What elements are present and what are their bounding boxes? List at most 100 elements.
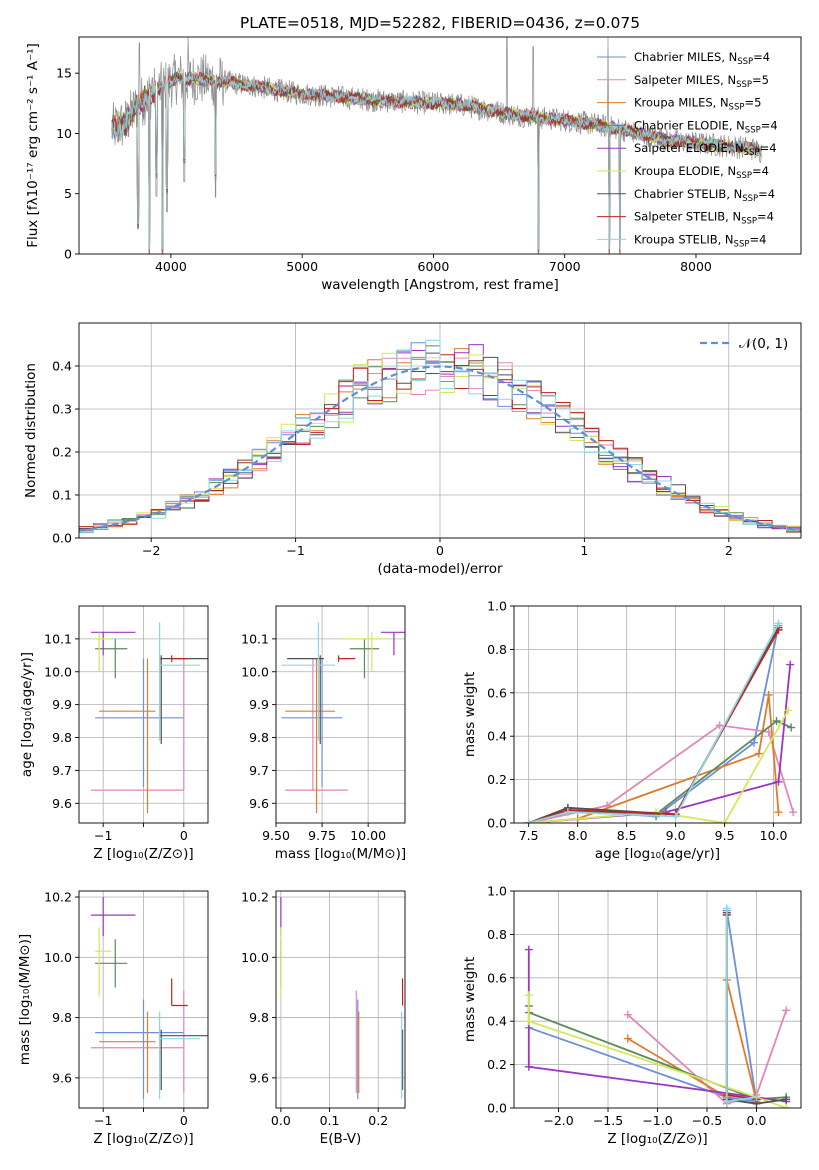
y-tick-label: 9.6	[52, 1070, 72, 1085]
axes-frame	[78, 605, 209, 824]
legend-suffix: =4	[761, 118, 778, 132]
x-tick-label: 7.5	[519, 828, 539, 843]
x-tick-label: 9.5	[715, 828, 735, 843]
x-tick-label: 0	[180, 1113, 188, 1128]
x-tick-label: −1.5	[593, 1113, 623, 1128]
weight-point-marker	[774, 619, 783, 628]
weight-point-marker	[524, 991, 533, 1000]
weight-point-marker	[623, 1034, 632, 1043]
panel-spectrum: 4000 5000 6000 7000 8000 0 5 10 15 wavelength [An…	[25, 36, 802, 293]
population-marker	[99, 1011, 156, 1093]
weight-series-line	[528, 910, 758, 1103]
weight-point-marker	[774, 808, 783, 817]
y-tick-label: 15	[56, 66, 72, 81]
model-spectrum	[111, 71, 762, 251]
weight-point-marker	[752, 1093, 761, 1102]
legend-label: Chabrier MILES, N	[634, 50, 737, 64]
legend-label: Chabrier STELIB, N	[634, 187, 742, 201]
y-axis-label: Flux [fλ10⁻¹⁷ erg cm⁻² s⁻¹ A⁻¹]	[25, 43, 41, 248]
x-axis-label: wavelength [Angstrom, rest frame]	[321, 277, 559, 293]
legend-entry: Salpeter MILES, NSSP=5	[634, 73, 769, 90]
population-marker	[281, 622, 335, 741]
population-marker	[91, 631, 136, 656]
legend-entry: Kroupa ELODIE, NSSP=4	[634, 164, 769, 181]
weight-point-marker	[623, 1010, 632, 1019]
y-tick-label: 0.2	[487, 1057, 507, 1072]
plot-area-mass-vs-EBV	[276, 891, 405, 1108]
figure-title: PLATE=0518, MJD=52282, FIBERID=0436, z=0…	[240, 14, 640, 32]
legend-entry: Chabrier MILES, NSSP=4	[634, 50, 770, 67]
weight-point-marker	[722, 904, 731, 913]
weight-point-marker	[786, 660, 795, 669]
population-marker	[285, 658, 335, 814]
plot-area-spectrum	[111, 37, 762, 254]
legend-label: Chabrier ELODIE, N	[634, 118, 745, 132]
weight-point-marker	[784, 706, 793, 715]
population-marker	[99, 658, 156, 814]
y-tick-label: 9.6	[52, 796, 72, 811]
weight-point-marker	[749, 738, 758, 747]
axes-frame	[78, 322, 802, 539]
weight-point-marker	[671, 812, 680, 821]
weight-point-marker	[720, 819, 729, 823]
x-tick-label: −2.0	[543, 1113, 573, 1128]
x-tick-label: 0.1	[320, 1113, 340, 1128]
population-marker	[171, 655, 188, 662]
x-tick-label: 9.0	[666, 828, 686, 843]
y-tick-label: 9.6	[249, 1070, 269, 1085]
population-marker	[91, 897, 136, 937]
legend-label: Salpeter ELODIE, N	[634, 141, 744, 155]
x-axis-label: (data-model)/error	[377, 561, 503, 577]
population-marker	[91, 990, 185, 1093]
y-axis-label: age [log₁₀(age/yr)]	[19, 652, 35, 777]
population-marker	[344, 632, 387, 672]
legend-label: Kroupa MILES, N	[634, 96, 729, 110]
x-tick-label: 0.0	[271, 1113, 291, 1128]
population-marker	[159, 1011, 200, 1099]
plot-area-age-vs-mass	[276, 606, 405, 823]
population-marker	[171, 978, 188, 1007]
y-tick-label: 10.0	[44, 664, 72, 679]
legend-label: Kroupa ELODIE, N	[634, 164, 736, 178]
legend-sub: SSP	[734, 239, 750, 249]
population-marker	[159, 622, 200, 741]
y-tick-label: 0.4	[52, 359, 72, 374]
axes-frame	[78, 36, 802, 255]
legend-entry: Kroupa MILES, NSSP=5	[634, 96, 761, 113]
model-spectrum	[111, 70, 762, 250]
y-tick-label: 0.8	[487, 927, 507, 942]
axes-frame	[275, 890, 406, 1109]
x-tick-label: −2	[142, 543, 160, 558]
legend-entry: Salpeter ELODIE, NSSP=4	[634, 141, 777, 158]
weight-series-line	[528, 622, 780, 823]
x-tick-label: 10.0	[760, 828, 788, 843]
weight-series-line	[528, 629, 780, 823]
y-tick-label: 0.4	[487, 729, 507, 744]
axes-frame	[513, 890, 802, 1109]
legend-suffix: =5	[752, 73, 769, 87]
y-tick-label: 9.9	[249, 697, 269, 712]
y-tick-label: 9.8	[249, 1010, 269, 1025]
population-marker	[338, 655, 356, 662]
legend-entry: Chabrier STELIB, NSSP=4	[634, 187, 775, 204]
y-tick-label: 0.1	[52, 488, 72, 503]
population-marker	[381, 631, 405, 656]
y-axis-label: mass [log₁₀(M/M⊙)]	[17, 934, 33, 1065]
legend-label: Salpeter MILES, N	[634, 73, 736, 87]
legend-suffix: =4	[752, 164, 769, 178]
population-marker	[95, 927, 112, 997]
y-tick-label: 10.1	[44, 631, 72, 646]
y-tick-label: 5	[64, 186, 72, 201]
y-tick-label: 9.9	[52, 697, 72, 712]
weight-point-marker	[722, 1097, 731, 1106]
gaussian-curve	[79, 365, 801, 532]
weight-point-marker	[782, 1104, 791, 1108]
x-tick-label: −1	[94, 1113, 112, 1128]
x-tick-label: −1	[94, 828, 112, 843]
population-marker	[91, 658, 185, 791]
y-tick-label: 9.8	[249, 730, 269, 745]
weight-point-marker	[782, 1095, 791, 1104]
axes-frame	[78, 890, 209, 1109]
x-tick-label: 0	[436, 543, 444, 558]
